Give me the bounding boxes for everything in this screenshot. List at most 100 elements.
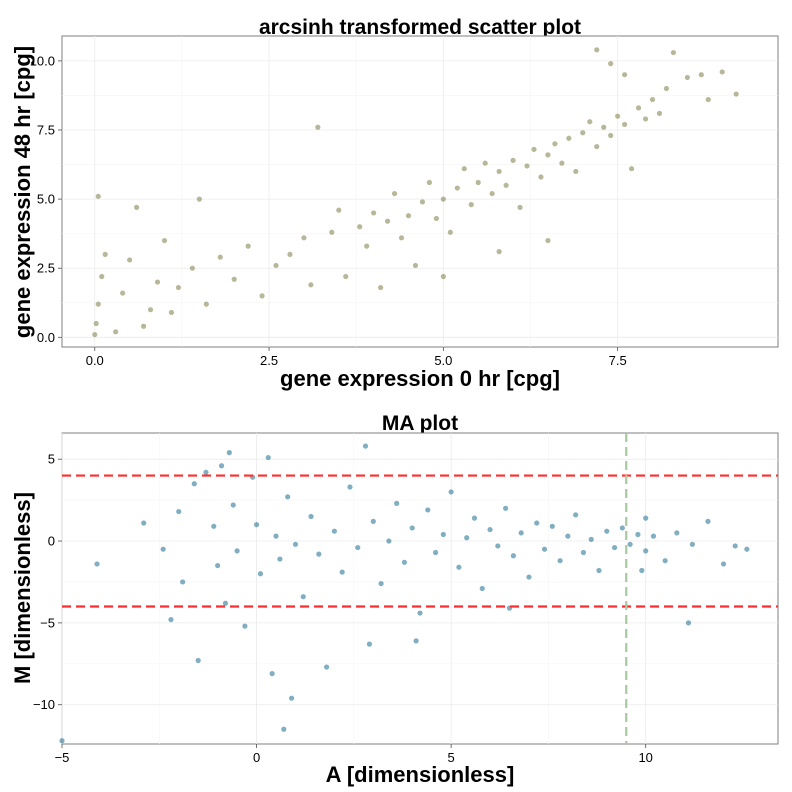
- ma-data-point: [195, 657, 201, 664]
- ma-data-point: [604, 528, 610, 534]
- scatter-data-point: [196, 196, 202, 202]
- ma-data-point: [643, 548, 649, 554]
- ma-data-point: [448, 489, 454, 495]
- ma-y-tick-label: 5: [48, 452, 55, 467]
- scatter-data-point: [656, 110, 663, 116]
- scatter-data-point: [308, 282, 314, 288]
- ma-data-point: [226, 450, 232, 456]
- scatter-data-point: [496, 168, 502, 175]
- scatter-data-point: [587, 119, 593, 125]
- scatter-data-point: [259, 293, 265, 299]
- ma-data-point: [234, 548, 240, 554]
- scatter-data-point: [154, 279, 161, 285]
- ma-data-point: [366, 641, 373, 647]
- scatter-data-point: [454, 185, 460, 191]
- scatter-data-point: [391, 190, 398, 197]
- scatter-data-point: [113, 329, 119, 335]
- ma-data-point: [732, 543, 738, 549]
- scatter-data-point: [531, 146, 537, 152]
- scatter-data-point: [545, 237, 551, 244]
- scatter-data-point: [217, 254, 223, 260]
- scatter-plot-title: arcsinh transformed scatter plot: [259, 16, 581, 39]
- ma-data-point: [674, 530, 680, 536]
- scatter-data-point: [102, 251, 108, 257]
- scatter-data-point: [608, 61, 614, 67]
- ma-data-point: [413, 638, 419, 644]
- scatter-data-point: [301, 235, 307, 241]
- ma-data-point: [59, 738, 65, 744]
- scatter-x-axis-title: gene expression 0 hr [cpg]: [280, 366, 560, 391]
- scatter-x-tick-label: 0.0: [86, 353, 104, 368]
- ma-y-tick-label: −5: [40, 615, 55, 630]
- ma-data-point: [596, 567, 602, 574]
- ma-x-tick-label: −5: [55, 750, 70, 765]
- ma-data-point: [510, 553, 516, 559]
- ma-data-point: [269, 671, 275, 677]
- ma-data-point: [639, 567, 645, 574]
- ma-points: [59, 443, 750, 744]
- scatter-data-point: [594, 143, 600, 150]
- ma-data-point: [526, 574, 532, 580]
- scatter-data-point: [134, 204, 140, 210]
- ma-data-point: [215, 562, 221, 569]
- ma-data-point: [409, 525, 415, 531]
- scatter-data-point: [628, 166, 635, 172]
- ma-data-point: [580, 549, 587, 556]
- scatter-data-point: [231, 276, 237, 282]
- ma-data-point: [355, 544, 361, 551]
- scatter-data-point: [384, 218, 391, 224]
- scatter-data-point: [517, 204, 523, 210]
- ma-data-point: [479, 585, 485, 592]
- scatter-data-point: [663, 85, 670, 92]
- scatter-data-point: [705, 96, 711, 103]
- ma-data-point: [281, 726, 287, 732]
- scatter-data-point: [95, 193, 101, 199]
- scatter-x-tick-label: 2.5: [260, 353, 278, 368]
- ma-data-point: [619, 525, 625, 531]
- ma-data-point: [662, 558, 668, 564]
- scatter-data-point: [398, 235, 405, 241]
- ma-data-point: [273, 533, 279, 539]
- scatter-data-point: [426, 179, 433, 186]
- scatter-data-point: [343, 273, 349, 280]
- scatter-data-point: [120, 290, 126, 296]
- ma-data-point: [386, 538, 392, 544]
- scatter-data-point: [594, 47, 600, 53]
- scatter-data-point: [364, 243, 370, 249]
- ma-data-point: [300, 594, 306, 600]
- ma-data-point: [650, 533, 657, 539]
- scatter-data-point: [147, 307, 154, 313]
- scatter-data-point: [698, 72, 704, 78]
- ma-data-point: [635, 531, 641, 538]
- ma-data-point: [347, 484, 353, 490]
- ma-x-tick-label: 0: [253, 750, 260, 765]
- scatter-x-tick-label: 7.5: [609, 353, 627, 368]
- ma-data-point: [211, 523, 217, 529]
- ma-data-point: [705, 518, 711, 524]
- scatter-x-axis: 0.0 2.5 5.0 7.5: [86, 347, 627, 368]
- ma-plot-area: [61, 432, 779, 745]
- scatter-data-point: [503, 182, 509, 188]
- ma-data-point: [417, 610, 423, 616]
- scatter-data-point: [684, 74, 690, 81]
- ma-data-point: [324, 664, 330, 670]
- ma-data-point: [573, 512, 579, 518]
- scatter-data-point: [489, 190, 495, 197]
- scatter-y-axis: 0.0 2.5 5.0 7.5 10.0: [30, 53, 62, 345]
- ma-y-axis: 5 0 −5 −10: [33, 452, 62, 712]
- ma-data-point: [464, 535, 470, 541]
- scatter-data-point: [419, 199, 426, 205]
- ma-data-point: [230, 502, 236, 508]
- scatter-data-point: [175, 284, 182, 291]
- scatter-data-point: [733, 91, 739, 97]
- ma-x-axis: −5 0 5 10: [55, 744, 653, 765]
- ma-data-point: [401, 559, 408, 565]
- ma-data-point: [362, 443, 369, 449]
- scatter-data-point: [573, 168, 579, 175]
- scatter-data-point: [615, 113, 621, 119]
- ma-data-point: [643, 515, 649, 521]
- scatter-data-point: [433, 215, 439, 222]
- ma-data-point: [292, 541, 299, 547]
- scatter-data-point: [93, 320, 99, 327]
- scatter-data-point: [287, 251, 293, 257]
